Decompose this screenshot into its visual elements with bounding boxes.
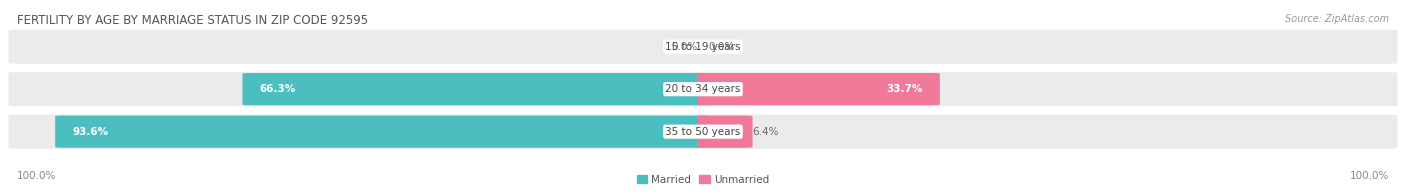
Legend: Married, Unmarried: Married, Unmarried xyxy=(633,171,773,189)
Text: FERTILITY BY AGE BY MARRIAGE STATUS IN ZIP CODE 92595: FERTILITY BY AGE BY MARRIAGE STATUS IN Z… xyxy=(17,14,368,27)
Text: 6.4%: 6.4% xyxy=(752,127,779,137)
FancyBboxPatch shape xyxy=(697,73,939,105)
FancyBboxPatch shape xyxy=(8,72,1398,106)
Text: 66.3%: 66.3% xyxy=(259,84,295,94)
Text: 15 to 19 years: 15 to 19 years xyxy=(665,42,741,52)
Text: 100.0%: 100.0% xyxy=(17,171,56,181)
FancyBboxPatch shape xyxy=(8,30,1398,64)
FancyBboxPatch shape xyxy=(242,73,709,105)
FancyBboxPatch shape xyxy=(8,114,1398,149)
Text: Source: ZipAtlas.com: Source: ZipAtlas.com xyxy=(1285,14,1389,24)
FancyBboxPatch shape xyxy=(55,115,709,148)
FancyBboxPatch shape xyxy=(697,115,752,148)
Text: 100.0%: 100.0% xyxy=(1350,171,1389,181)
Text: 35 to 50 years: 35 to 50 years xyxy=(665,127,741,137)
Text: 0.0%: 0.0% xyxy=(709,42,735,52)
Text: 33.7%: 33.7% xyxy=(887,84,922,94)
Text: 93.6%: 93.6% xyxy=(72,127,108,137)
Text: 20 to 34 years: 20 to 34 years xyxy=(665,84,741,94)
Text: 0.0%: 0.0% xyxy=(671,42,697,52)
